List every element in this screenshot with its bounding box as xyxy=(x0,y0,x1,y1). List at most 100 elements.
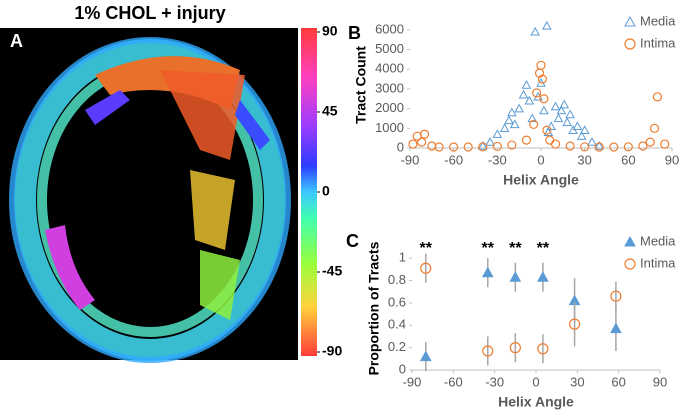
marker xyxy=(477,141,488,150)
marker xyxy=(427,141,437,151)
marker xyxy=(509,119,520,129)
marker xyxy=(507,107,517,117)
y-tick-label: 4000 xyxy=(375,61,404,76)
y-tick-label: 0.8 xyxy=(388,272,406,287)
marker xyxy=(556,105,567,115)
marker xyxy=(419,129,430,139)
x-tick-label: -60 xyxy=(444,374,463,389)
x-tick-label: 0 xyxy=(532,374,539,389)
marker xyxy=(482,345,494,357)
colorbar-tick-label: -90 xyxy=(322,343,342,359)
marker xyxy=(537,271,549,282)
annotation: ** xyxy=(420,240,433,257)
panel-a-title: 1% CHOL + injury xyxy=(74,3,225,23)
marker xyxy=(587,137,597,146)
colorbar-tick-label: -45 xyxy=(322,263,342,279)
y-tick-label: 3000 xyxy=(375,80,404,95)
y-tick-label: 0 xyxy=(399,361,406,376)
legend-label: Intima xyxy=(640,255,676,270)
marker xyxy=(609,142,619,152)
x-tick-label: 60 xyxy=(621,152,635,167)
y-tick-label: 0 xyxy=(397,139,404,154)
marker xyxy=(565,109,575,119)
legend-label: Intima xyxy=(640,35,676,50)
marker xyxy=(645,137,655,147)
marker xyxy=(565,141,575,151)
y-tick-label: 0.4 xyxy=(388,317,406,332)
marker xyxy=(638,141,648,151)
panel-label: C xyxy=(346,231,359,251)
marker xyxy=(514,103,525,113)
marker xyxy=(652,92,663,102)
y-tick-label: 1000 xyxy=(375,120,404,135)
marker xyxy=(610,322,622,334)
marker xyxy=(537,74,548,84)
marker xyxy=(539,105,549,115)
marker xyxy=(527,113,538,123)
marker xyxy=(580,142,590,152)
marker xyxy=(434,142,444,152)
panel-label: B xyxy=(348,23,361,43)
x-tick-label: -30 xyxy=(485,374,504,389)
marker xyxy=(509,342,521,354)
marker xyxy=(509,271,522,282)
legend-marker xyxy=(624,15,636,27)
colorbar-tick-label: 45 xyxy=(322,103,338,119)
marker xyxy=(532,88,542,98)
marker xyxy=(499,123,510,133)
marker xyxy=(559,99,570,109)
marker xyxy=(492,129,503,138)
marker xyxy=(594,142,604,152)
marker xyxy=(478,142,488,152)
marker xyxy=(449,142,459,152)
x-tick-label: 0 xyxy=(537,152,544,167)
marker xyxy=(492,141,502,152)
annotation: ** xyxy=(482,240,495,257)
marker xyxy=(576,131,587,140)
marker xyxy=(537,343,549,355)
marker xyxy=(649,123,660,133)
legend-label: Media xyxy=(640,233,676,248)
colorbar-tick-label: 0 xyxy=(322,183,330,199)
x-tick-label: -90 xyxy=(403,374,422,389)
marker xyxy=(594,141,605,150)
marker xyxy=(419,350,432,362)
marker xyxy=(504,115,514,125)
x-tick-label: 30 xyxy=(570,374,584,389)
x-tick-label: 60 xyxy=(611,374,625,389)
colorbar-tick-label: 90 xyxy=(322,23,338,39)
annotation: ** xyxy=(509,240,522,257)
marker xyxy=(417,137,427,147)
marker xyxy=(542,125,552,135)
marker xyxy=(545,135,555,145)
x-axis-label: Helix Angle xyxy=(503,172,579,188)
y-axis-label: Tract Count xyxy=(353,46,369,124)
x-tick-label: 90 xyxy=(653,374,667,389)
marker xyxy=(660,139,670,149)
marker xyxy=(541,20,552,30)
y-tick-label: 1 xyxy=(399,250,406,265)
marker xyxy=(550,139,561,149)
y-axis-label: Proportion of Tracts xyxy=(366,241,382,375)
marker xyxy=(530,26,541,36)
marker xyxy=(529,119,539,129)
marker xyxy=(518,89,529,99)
panel-label: A xyxy=(10,31,23,51)
marker xyxy=(521,79,532,89)
legend-label: Media xyxy=(640,13,676,28)
marker xyxy=(572,121,583,131)
x-tick-label: 90 xyxy=(665,152,679,167)
x-tick-label: -60 xyxy=(444,152,463,167)
legend-marker xyxy=(624,258,636,270)
x-axis-label: Helix Angle xyxy=(498,394,574,410)
colorbar xyxy=(301,28,317,356)
legend-marker xyxy=(624,235,636,247)
marker xyxy=(623,142,633,152)
y-tick-label: 2000 xyxy=(375,100,404,115)
x-tick-label: -90 xyxy=(401,152,420,167)
marker xyxy=(539,94,549,104)
y-tick-label: 5000 xyxy=(375,41,404,56)
marker xyxy=(507,140,517,150)
